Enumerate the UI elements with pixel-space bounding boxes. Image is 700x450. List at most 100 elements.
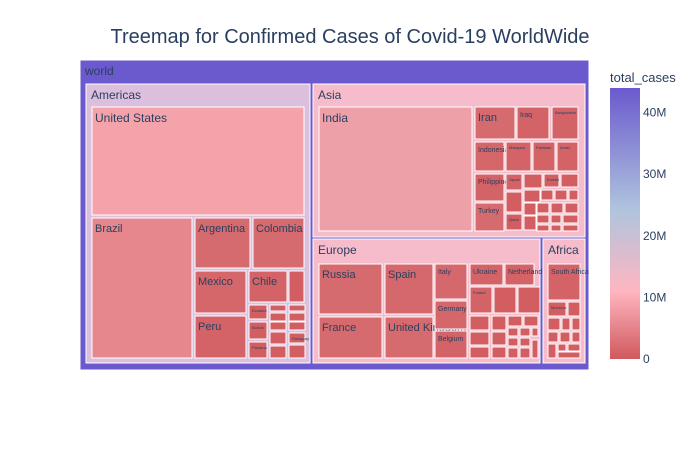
treemap-small-tile[interactable] <box>288 344 306 359</box>
treemap-small-tile[interactable] <box>571 317 581 331</box>
tile-label-poland: Poland <box>473 290 485 295</box>
treemap-tile-qatar[interactable] <box>505 213 523 231</box>
treemap-small-tile[interactable] <box>269 331 287 345</box>
treemap-small-tile[interactable] <box>550 202 564 214</box>
treemap-small-tile[interactable] <box>519 327 531 337</box>
treemap-tile-bolivia[interactable] <box>248 321 268 340</box>
treemap-small-tile[interactable] <box>557 351 581 359</box>
region-label-europe: Europe <box>318 243 357 257</box>
treemap-tile-ecuador[interactable] <box>248 304 268 320</box>
treemap-small-tile[interactable] <box>557 343 567 352</box>
treemap-tile-brazil[interactable] <box>91 217 193 359</box>
treemap-tile-ukraine[interactable] <box>469 263 504 286</box>
treemap-tile-germany[interactable] <box>434 300 468 330</box>
treemap-small-tile[interactable] <box>523 315 539 327</box>
treemap-small-tile[interactable] <box>562 224 579 232</box>
treemap-small-tile[interactable] <box>547 331 559 343</box>
treemap-small-tile[interactable] <box>505 191 523 213</box>
treemap-tile-philippines[interactable] <box>474 173 505 202</box>
treemap-tile-spain[interactable] <box>384 263 434 315</box>
treemap-small-tile[interactable] <box>507 337 519 347</box>
treemap-small-tile[interactable] <box>491 331 507 346</box>
treemap-small-tile[interactable] <box>531 339 539 359</box>
treemap-small-tile[interactable] <box>491 315 507 331</box>
treemap-small-tile[interactable] <box>540 189 554 201</box>
treemap-tile-indonesia[interactable] <box>474 141 505 172</box>
treemap-small-tile[interactable] <box>469 315 490 331</box>
treemap-small-tile[interactable] <box>269 312 287 322</box>
treemap-tile-russia[interactable] <box>318 263 383 315</box>
treemap-tile-belgium[interactable] <box>434 330 468 359</box>
treemap-small-tile[interactable] <box>547 317 561 331</box>
treemap-small-tile[interactable] <box>562 214 579 224</box>
treemap-small-tile[interactable] <box>536 214 550 224</box>
treemap-small-tile[interactable] <box>564 202 579 214</box>
colorbar: 0 10M 20M 30M 40M <box>610 88 666 366</box>
treemap-small-tile[interactable] <box>517 286 541 314</box>
region-label-asia: Asia <box>318 88 342 102</box>
treemap-tile-bangladesh[interactable] <box>551 106 579 140</box>
treemap-small-tile[interactable] <box>561 317 571 331</box>
treemap-small-tile[interactable] <box>550 214 562 224</box>
treemap-small-tile[interactable] <box>567 301 581 317</box>
treemap-tile-united-kingdom[interactable] <box>384 316 434 359</box>
treemap-tile-japan[interactable] <box>505 173 523 191</box>
treemap-small-tile[interactable] <box>469 346 490 359</box>
treemap-tile-india[interactable] <box>318 106 473 232</box>
treemap-small-tile[interactable] <box>507 327 519 337</box>
treemap-tile-panama[interactable] <box>248 341 268 359</box>
treemap-tile-united-states[interactable] <box>91 106 305 216</box>
treemap-small-tile[interactable] <box>519 347 531 359</box>
treemap-small-tile[interactable] <box>554 189 568 201</box>
treemap-small-tile[interactable] <box>568 189 579 201</box>
treemap-tile-netherlands[interactable] <box>504 263 535 286</box>
tile-label-indonesia: Indonesia <box>478 147 508 154</box>
treemap-small-tile[interactable] <box>531 327 539 337</box>
treemap-tile-chile[interactable] <box>248 270 288 303</box>
treemap-small-tile[interactable] <box>288 321 306 331</box>
treemap-tile-peru[interactable] <box>194 315 247 359</box>
treemap-tile-iran[interactable] <box>474 106 516 140</box>
treemap-small-tile[interactable] <box>493 286 517 314</box>
treemap-tile-kuwait[interactable] <box>543 173 560 188</box>
treemap-small-tile[interactable] <box>469 331 490 346</box>
treemap-small-tile[interactable] <box>536 202 550 214</box>
treemap-small-tile[interactable] <box>547 343 557 359</box>
treemap-tile-colombia[interactable] <box>252 217 305 269</box>
treemap-small-tile[interactable] <box>523 215 537 231</box>
treemap-small-tile[interactable] <box>559 331 571 343</box>
treemap-tile-france[interactable] <box>318 316 383 359</box>
treemap-small-tile[interactable] <box>567 343 581 352</box>
treemap-small-tile[interactable] <box>571 331 581 343</box>
tile-label-kuwait: Kuwait <box>547 177 560 182</box>
treemap-small-tile[interactable] <box>507 315 523 327</box>
treemap-tile-mexico[interactable] <box>194 270 247 314</box>
treemap-tile-turkey[interactable] <box>474 202 505 232</box>
treemap-small-tile[interactable] <box>507 347 519 359</box>
treemap-tile-pakistan[interactable] <box>532 141 556 172</box>
treemap-small-tile[interactable] <box>523 202 537 216</box>
treemap-small-tile[interactable] <box>269 345 287 359</box>
treemap-small-tile[interactable] <box>550 224 562 232</box>
treemap-tile-malaysia[interactable] <box>505 141 532 172</box>
treemap-tile-morocco[interactable] <box>547 301 567 317</box>
treemap-small-tile[interactable] <box>288 312 306 322</box>
treemap-tile-iraq[interactable] <box>516 106 550 140</box>
treemap-small-tile[interactable] <box>560 173 579 188</box>
treemap-tile-paraguay[interactable] <box>288 332 306 344</box>
treemap-small-tile[interactable] <box>288 270 305 303</box>
treemap-tile-israel[interactable] <box>556 141 579 172</box>
treemap-small-tile[interactable] <box>288 304 306 312</box>
treemap-small-tile[interactable] <box>523 189 541 203</box>
treemap-tile-south-africa[interactable] <box>547 263 581 301</box>
tile-label-pakistan: Pakistan <box>536 145 551 150</box>
treemap-tile-italy[interactable] <box>434 263 468 300</box>
treemap-small-tile[interactable] <box>519 337 531 347</box>
treemap-small-tile[interactable] <box>269 321 287 331</box>
treemap-small-tile[interactable] <box>269 304 287 312</box>
treemap-small-tile[interactable] <box>536 224 550 232</box>
treemap-tile-poland[interactable] <box>469 286 493 314</box>
treemap-tile-argentina[interactable] <box>194 217 251 269</box>
treemap-small-tile[interactable] <box>523 173 543 189</box>
treemap-small-tile[interactable] <box>491 346 507 359</box>
